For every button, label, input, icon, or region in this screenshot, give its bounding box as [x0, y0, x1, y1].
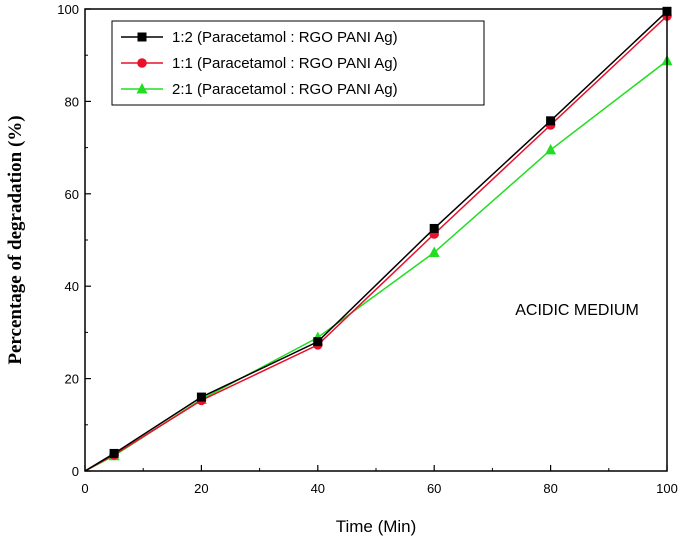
data-point: [428, 246, 440, 257]
series-3: [84, 54, 673, 472]
x-tick-label: 60: [427, 481, 441, 496]
x-axis-title: Time (Min): [336, 517, 417, 536]
y-tick-label: 100: [57, 2, 79, 17]
series-line: [84, 60, 668, 472]
legend: 1:2 (Paracetamol : RGO PANI Ag) 1:1 (Para…: [111, 20, 485, 106]
legend-item: 1:1 (Paracetamol : RGO PANI Ag): [121, 55, 398, 72]
x-tick-label: 40: [311, 481, 325, 496]
legend-marker: [136, 83, 148, 94]
annotation-acidic-medium: ACIDIC MEDIUM: [515, 302, 639, 319]
y-tick-label: 20: [65, 372, 79, 387]
legend-label: 1:2 (Paracetamol : RGO PANI Ag): [172, 29, 398, 46]
legend-label: 2:1 (Paracetamol : RGO PANI Ag): [172, 81, 398, 98]
y-tick-label: 0: [72, 464, 79, 479]
legend-marker: [137, 58, 147, 68]
x-tick-label: 80: [543, 481, 557, 496]
data-point: [546, 116, 556, 126]
data-point: [313, 337, 323, 347]
y-axis-title: Percentage of degradation (%): [5, 115, 26, 364]
data-point: [545, 143, 557, 155]
data-point: [429, 223, 439, 233]
legend-box: [111, 20, 485, 106]
legend-label: 1:1 (Paracetamol : RGO PANI Ag): [172, 55, 398, 72]
y-tick-label: 60: [65, 187, 79, 202]
legend-item: 2:1 (Paracetamol : RGO PANI Ag): [121, 81, 398, 98]
y-tick-label: 80: [65, 94, 79, 109]
x-tick-label: 0: [81, 481, 88, 496]
x-tick-label: 20: [194, 481, 208, 496]
data-point: [109, 448, 119, 458]
legend-marker: [137, 32, 147, 42]
legend-item: 1:2 (Paracetamol : RGO PANI Ag): [121, 29, 398, 46]
x-tick-label: 100: [656, 481, 678, 496]
y-tick-label: 40: [65, 279, 79, 294]
data-point: [196, 392, 206, 402]
